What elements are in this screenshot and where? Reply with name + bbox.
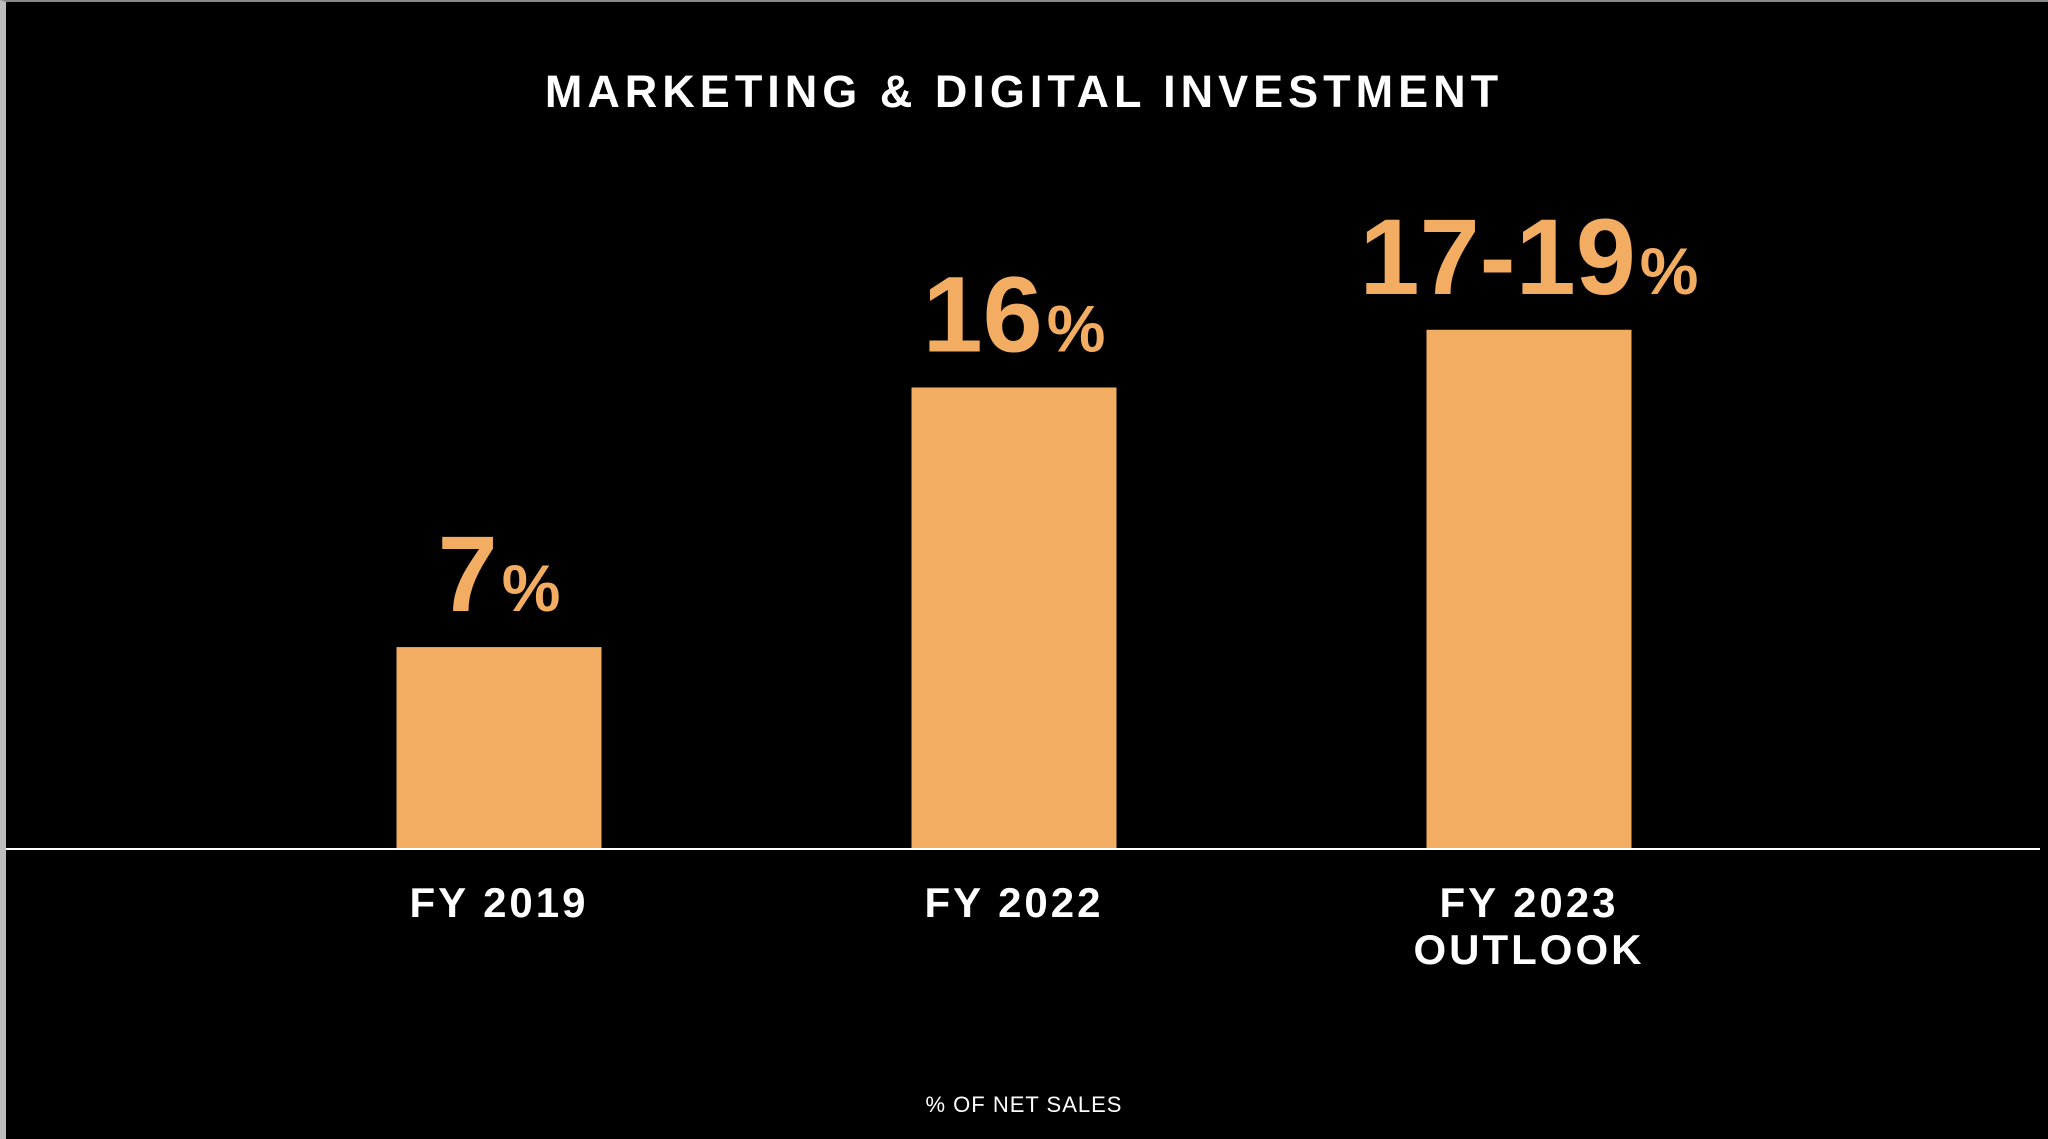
chart-title: MARKETING & DIGITAL INVESTMENT	[544, 66, 1504, 117]
bar-3	[1426, 329, 1632, 849]
value-labels-layer: 7%16%17-19%	[438, 196, 1699, 634]
value-label-suffix: %	[1047, 291, 1106, 365]
value-label-suffix: %	[1640, 234, 1699, 308]
category-label-1: FY 2019	[409, 879, 588, 926]
value-label-suffix: %	[502, 551, 561, 625]
value-label-number: 16	[923, 253, 1043, 374]
value-label-number: 7	[438, 513, 498, 634]
value-label-3: 17-19%	[1360, 196, 1699, 317]
category-label-3-line-1: FY 2023	[1439, 879, 1618, 926]
category-label-2: FY 2022	[924, 879, 1103, 926]
bar-2	[911, 387, 1117, 849]
category-label-3-line-2: OUTLOOK	[1414, 926, 1645, 973]
value-label-number: 17-19	[1360, 196, 1636, 317]
x-axis-label: % OF NET SALES	[925, 1092, 1123, 1117]
bars-layer	[396, 329, 1632, 849]
value-label-1: 7%	[438, 513, 561, 634]
bar-1	[396, 647, 602, 849]
value-label-2: 16%	[923, 253, 1106, 374]
